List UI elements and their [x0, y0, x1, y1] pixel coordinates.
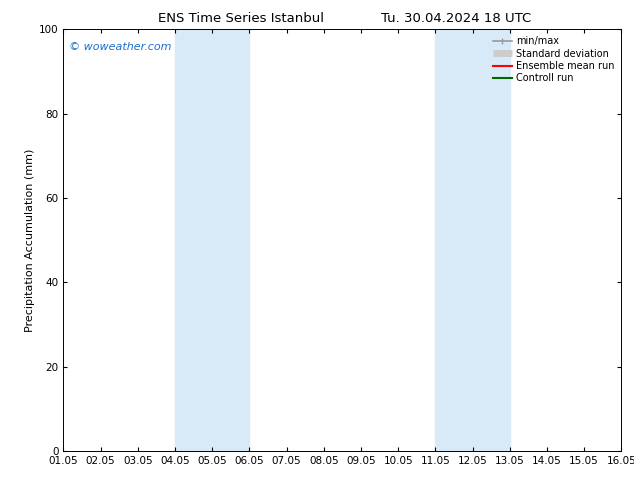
- Text: Tu. 30.04.2024 18 UTC: Tu. 30.04.2024 18 UTC: [382, 12, 531, 25]
- Y-axis label: Precipitation Accumulation (mm): Precipitation Accumulation (mm): [25, 148, 35, 332]
- Text: ENS Time Series Istanbul: ENS Time Series Istanbul: [158, 12, 324, 25]
- Text: © woweather.com: © woweather.com: [69, 42, 171, 52]
- Bar: [436, 29, 510, 451]
- Bar: [175, 29, 249, 451]
- Legend: min/max, Standard deviation, Ensemble mean run, Controll run: min/max, Standard deviation, Ensemble me…: [489, 32, 618, 87]
